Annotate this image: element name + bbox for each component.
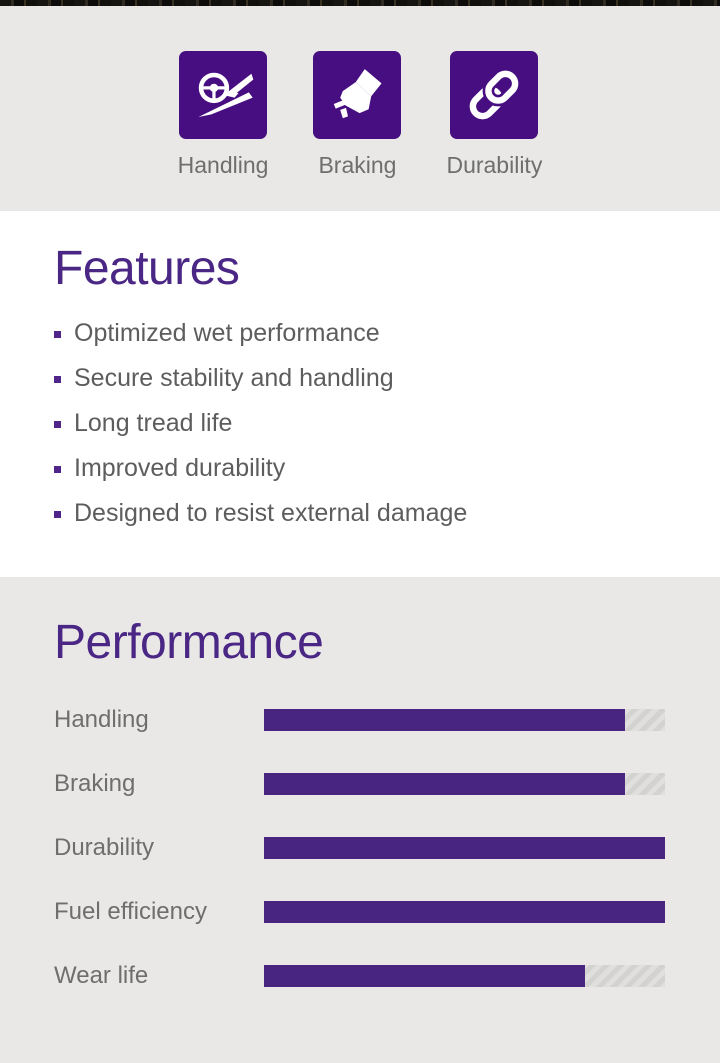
brake-pedal-icon [334, 69, 382, 119]
performance-row: Handling [54, 706, 665, 733]
performance-row-label: Wear life [54, 962, 149, 989]
performance-row-label: Handling [54, 706, 149, 733]
feature-list-item: Secure stability and handling [54, 356, 666, 401]
features-title: Features [54, 242, 240, 295]
performance-row: Braking [54, 770, 665, 797]
performance-bar-track [264, 773, 665, 795]
feature-text: Improved durability [74, 454, 286, 482]
performance-bar-track [264, 837, 665, 859]
bullet-icon [54, 511, 61, 518]
benefit-tile [450, 51, 539, 139]
performance-row: Durability [54, 834, 665, 861]
benefits-section: Handling Braking [0, 6, 720, 211]
performance-title: Performance [54, 616, 324, 669]
feature-list-item: Optimized wet performance [54, 311, 666, 356]
feature-list: Optimized wet performance Secure stabili… [54, 311, 666, 536]
performance-bar-fill [264, 837, 665, 859]
performance-row-label: Fuel efficiency [54, 898, 207, 925]
performance-row-label: Braking [54, 770, 136, 797]
performance-row-label: Durability [54, 834, 155, 861]
performance-bar-track [264, 965, 665, 987]
feature-text: Long tread life [74, 409, 233, 437]
feature-text: Designed to resist external damage [74, 499, 468, 527]
features-section: Features Optimized wet performance Secur… [0, 211, 720, 577]
benefit-label: Handling [177, 152, 269, 178]
feature-list-item: Designed to resist external damage [54, 491, 666, 536]
performance-bar-fill [264, 965, 585, 987]
bullet-icon [54, 376, 61, 383]
performance-bar-fill [264, 709, 625, 731]
benefit-label: Durability [446, 152, 543, 178]
feature-text: Secure stability and handling [74, 364, 394, 392]
performance-row: Fuel efficiency [54, 898, 665, 925]
performance-row: Wear life [54, 962, 665, 989]
performance-bar-track [264, 901, 665, 923]
performance-section: Performance Handling Braking Durability … [0, 577, 720, 1063]
chain-link-icon [470, 68, 522, 120]
feature-list-item: Improved durability [54, 446, 666, 491]
bullet-icon [54, 331, 61, 338]
benefit-tile [179, 51, 268, 139]
bullet-icon [54, 466, 61, 473]
benefit-tile [313, 51, 402, 139]
benefit-item-durability: Durability [446, 51, 542, 179]
performance-bar-track [264, 709, 665, 731]
feature-text: Optimized wet performance [74, 319, 380, 347]
feature-list-item: Long tread life [54, 401, 666, 446]
benefit-label: Braking [318, 152, 397, 178]
photo-strip [0, 0, 720, 6]
performance-bar-fill [264, 901, 665, 923]
performance-bar-fill [264, 773, 625, 795]
benefit-item-braking: Braking [313, 51, 402, 179]
bullet-icon [54, 421, 61, 428]
steering-wheel-icon [198, 72, 254, 117]
benefit-item-handling: Handling [177, 51, 269, 179]
